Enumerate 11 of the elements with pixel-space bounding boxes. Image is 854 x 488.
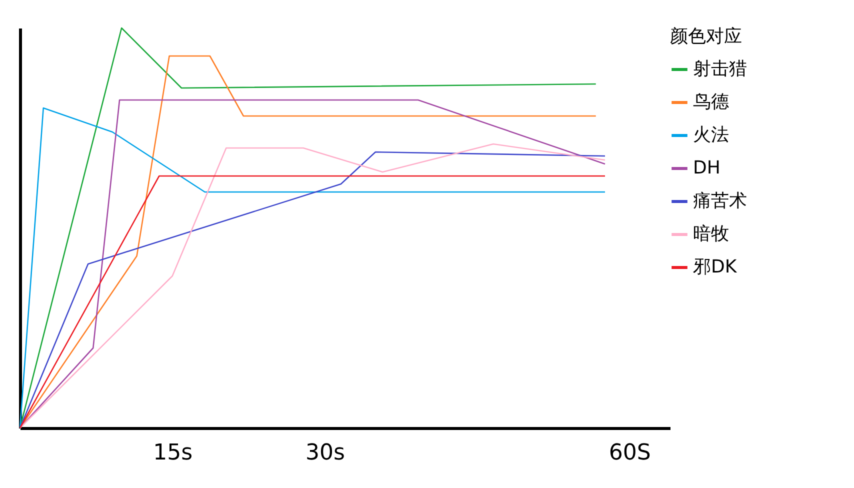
legend-label: 邪DK [693,256,738,278]
legend-label: 射击猎 [693,58,747,80]
legend-label: 暗牧 [693,224,729,244]
x-tick-label: 30s [305,440,345,466]
legend-label: DH [693,158,720,178]
x-tick-label: 15s [153,440,193,466]
x-tick-label: 60S [608,440,651,466]
legend-label: 火法 [693,124,729,146]
legend-label: 鸟德 [693,92,729,112]
legend-label: 痛苦术 [693,190,747,212]
legend-title: 颜色对应 [670,26,742,47]
